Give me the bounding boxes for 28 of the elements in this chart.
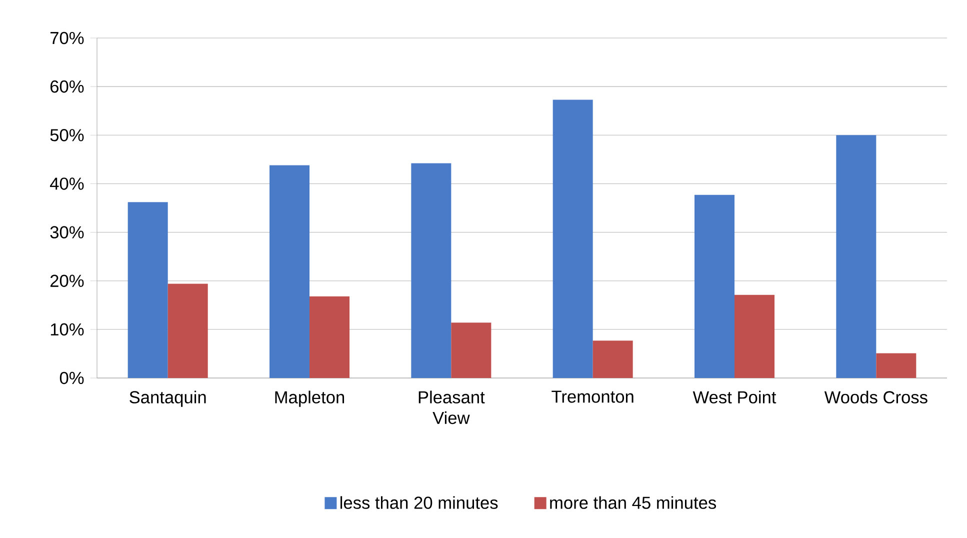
y-tick-label: 10%	[50, 323, 84, 336]
bar	[836, 135, 876, 378]
x-tick-label: Santaquin	[130, 390, 206, 407]
x-tick-label: Woods Cross	[824, 390, 928, 404]
bar	[734, 294, 774, 378]
x-tick-label: Tremonton	[552, 390, 634, 403]
y-tick-label: 70%	[50, 32, 84, 44]
y-tick-label: 60%	[50, 80, 84, 93]
x-tick-label: Mapleton	[275, 390, 344, 407]
legend-label: less than 20 minutes	[340, 496, 498, 509]
y-tick-label: 30%	[50, 226, 84, 238]
bar	[876, 353, 916, 378]
x-tick-label: West Point	[692, 390, 776, 404]
y-tick-label: 20%	[50, 274, 84, 287]
bar	[168, 284, 208, 378]
y-tick-label: 50%	[50, 129, 84, 142]
bar	[128, 202, 168, 378]
bar	[411, 163, 452, 378]
bar	[310, 296, 350, 378]
x-tick-label: Pleasant View	[418, 390, 485, 424]
legend-label: more than 45 minutes	[550, 496, 716, 509]
bar	[270, 165, 310, 378]
bar	[592, 340, 633, 378]
bar	[552, 100, 593, 378]
bar	[451, 322, 492, 378]
y-tick-label: 40%	[50, 178, 84, 190]
y-tick-label: 0%	[60, 372, 84, 384]
bar	[694, 194, 735, 378]
